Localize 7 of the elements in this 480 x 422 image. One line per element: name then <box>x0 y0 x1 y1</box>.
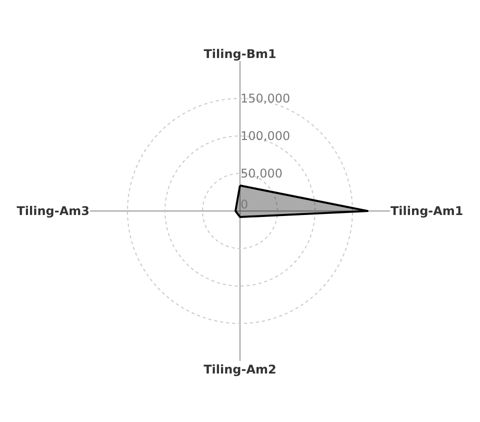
spoke-label: Tiling-Am2 <box>204 362 276 376</box>
spoke-label: Tiling-Bm1 <box>204 47 276 62</box>
y-tick-label: 150,000 <box>240 91 290 106</box>
spoke-label: Tiling-Am3 <box>16 204 90 218</box>
y-tick-label: 50,000 <box>240 166 282 180</box>
spoke-label: Tiling-Am1 <box>390 204 464 218</box>
y-tick-label: 100,000 <box>240 128 290 143</box>
